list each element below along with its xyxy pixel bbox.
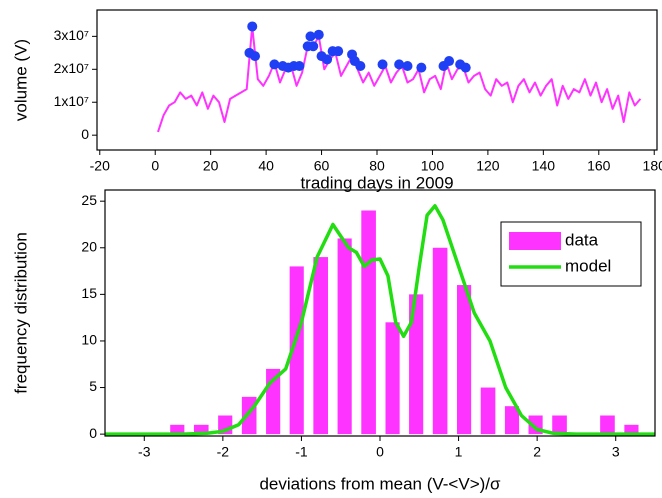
marker [308, 41, 319, 52]
x-tick-label: 80 [369, 158, 385, 174]
bar [457, 285, 472, 435]
marker [250, 51, 261, 62]
y-tick-label: 5 [89, 378, 97, 394]
x-tick-label: -1 [295, 444, 308, 460]
marker [294, 61, 305, 71]
y-tick-label: 25 [81, 192, 97, 208]
x-tick-label: 160 [587, 158, 611, 174]
marker [269, 59, 280, 70]
y-tick-label: 10 [81, 332, 97, 348]
marker [322, 54, 333, 65]
marker [313, 29, 324, 40]
x-tick-label: 3 [612, 444, 620, 460]
y-axis-label: volume (V) [11, 39, 30, 121]
y-tick-label: 15 [81, 285, 97, 301]
marker [355, 61, 366, 71]
x-tick-label: 0 [151, 158, 159, 174]
volume-line [157, 25, 642, 133]
marker [333, 46, 344, 57]
bar [385, 322, 400, 435]
legend-label: data [565, 230, 599, 249]
x-tick-label: 20 [203, 158, 219, 174]
x-tick-label: 140 [532, 158, 556, 174]
y-tick-label: 0 [89, 425, 97, 441]
bar [193, 424, 209, 435]
y-axis-label: frequency distribution [11, 232, 30, 394]
bar [552, 415, 567, 435]
y-tick-label: 3x10⁷ [54, 27, 89, 43]
y-tick-label: 0 [81, 126, 89, 142]
bar [432, 247, 448, 435]
x-tick-label: -20 [90, 158, 110, 174]
marker [402, 61, 413, 71]
marker [377, 59, 388, 70]
y-tick-label: 20 [81, 238, 97, 254]
y-tick-label: 2x10⁷ [54, 60, 89, 76]
x-axis-label: trading days in 2009 [300, 173, 453, 192]
legend-label: model [565, 256, 611, 275]
x-tick-label: 0 [376, 444, 384, 460]
x-tick-label: 120 [476, 158, 500, 174]
bar [361, 210, 376, 435]
y-tick-label: 1x10⁷ [54, 93, 89, 109]
legend-swatch [509, 232, 561, 250]
bar [241, 396, 257, 435]
bar [409, 294, 424, 435]
x-axis-label: deviations from mean (V-<V>)/σ [259, 474, 501, 493]
x-tick-label: 60 [314, 158, 330, 174]
marker [305, 31, 316, 42]
bar [289, 266, 304, 435]
x-tick-label: -2 [217, 444, 230, 460]
bar [504, 406, 520, 435]
marker [460, 62, 471, 73]
bar [313, 257, 328, 435]
x-tick-label: 180 [643, 158, 662, 174]
marker [444, 56, 455, 67]
plot-frame [104, 189, 656, 437]
x-tick-label: 1 [455, 444, 463, 460]
bar [624, 424, 639, 435]
bar [600, 415, 615, 435]
marker [394, 59, 405, 70]
x-tick-label: 2 [533, 444, 541, 460]
marker [416, 62, 427, 73]
bar [170, 424, 185, 435]
bar [337, 238, 352, 435]
x-tick-label: -3 [138, 444, 151, 460]
plot-frame [96, 9, 658, 151]
x-tick-label: 100 [421, 158, 445, 174]
model-line [105, 204, 655, 436]
bar [480, 387, 496, 435]
marker [247, 21, 258, 32]
x-tick-label: 40 [258, 158, 274, 174]
